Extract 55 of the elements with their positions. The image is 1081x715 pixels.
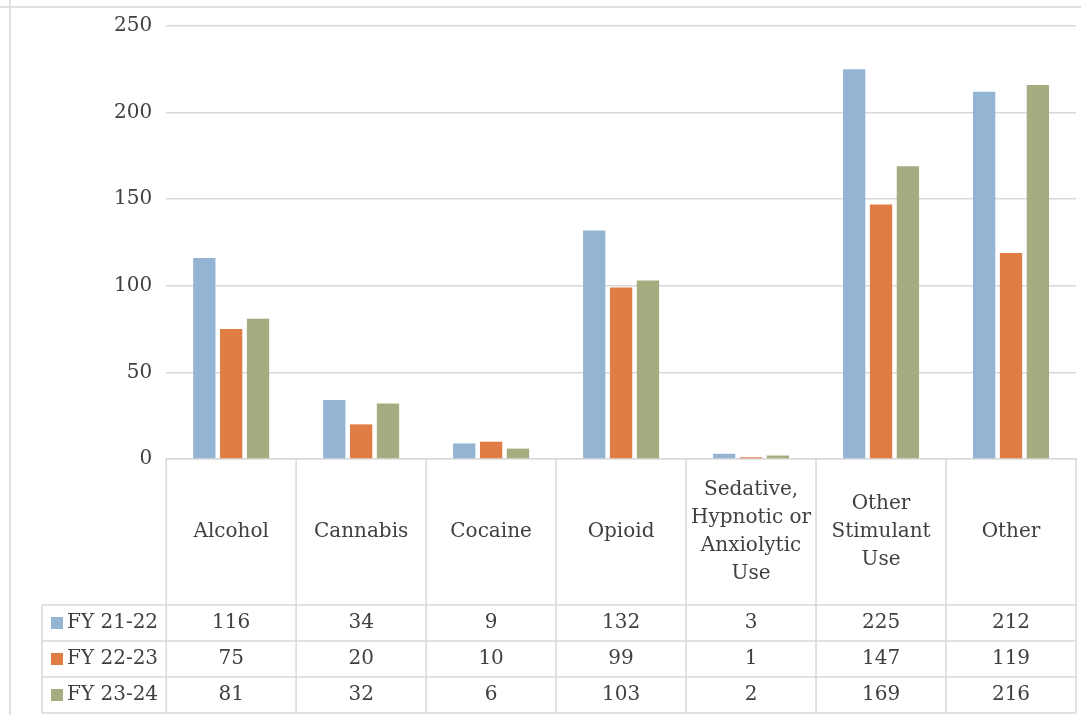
legend-label: FY 23-24: [67, 681, 159, 706]
data-label: 2: [744, 681, 758, 706]
y-tick-label: 150: [113, 185, 153, 210]
data-label: 6: [484, 681, 498, 706]
bar: [453, 443, 476, 459]
data-label: 81: [218, 681, 244, 706]
data-label: 1: [744, 645, 758, 670]
x-tick-label: Sedative, Hypnotic or Anxiolytic Use: [691, 476, 812, 585]
bar: [220, 329, 243, 459]
legend-label: FY 22-23: [67, 645, 159, 670]
data-label: 3: [744, 609, 758, 634]
data-label: 10: [478, 645, 504, 670]
data-label: 119: [991, 645, 1031, 670]
data-label: 216: [991, 681, 1031, 706]
data-label: 212: [991, 609, 1031, 634]
y-tick-label: 200: [113, 98, 153, 123]
data-label: 75: [218, 645, 244, 670]
bar: [896, 166, 920, 459]
bar: [973, 91, 996, 459]
bar: [636, 280, 660, 459]
data-label: 99: [608, 645, 634, 670]
data-label: 147: [861, 645, 901, 670]
data-label: 103: [601, 681, 641, 706]
bar: [609, 287, 633, 459]
y-tick-label: 100: [113, 272, 153, 296]
y-tick-label: 0: [139, 445, 153, 470]
bar: [999, 252, 1023, 459]
bar: [193, 258, 216, 459]
bar: [1026, 84, 1050, 459]
x-tick-label: Other Stimulant Use: [831, 490, 931, 571]
data-label: 34: [348, 609, 374, 634]
bar: [246, 318, 270, 459]
x-tick-label: Opioid: [587, 518, 655, 543]
data-label: 132: [601, 609, 641, 634]
x-tick-label: Cannabis: [313, 518, 409, 543]
bar: [869, 204, 893, 459]
data-label: 116: [212, 609, 251, 634]
bar: [843, 69, 866, 459]
bar: [583, 230, 606, 459]
data-label: 225: [861, 609, 901, 634]
x-tick-label: Other: [981, 518, 1041, 543]
y-tick-label: 50: [126, 358, 153, 383]
data-label: 169: [861, 681, 901, 706]
data-label: 32: [348, 681, 374, 706]
bar: [479, 441, 503, 459]
x-tick-label: Alcohol: [192, 518, 269, 543]
bar: [349, 424, 373, 459]
data-label: 9: [484, 609, 498, 634]
bar: [323, 400, 346, 459]
legend-label: FY 21-22: [67, 609, 159, 634]
bar: [376, 403, 400, 459]
x-tick-label: Cocaine: [450, 518, 532, 543]
data-label: 20: [348, 645, 374, 670]
bar: [506, 448, 530, 459]
y-tick-label: 250: [113, 12, 153, 37]
